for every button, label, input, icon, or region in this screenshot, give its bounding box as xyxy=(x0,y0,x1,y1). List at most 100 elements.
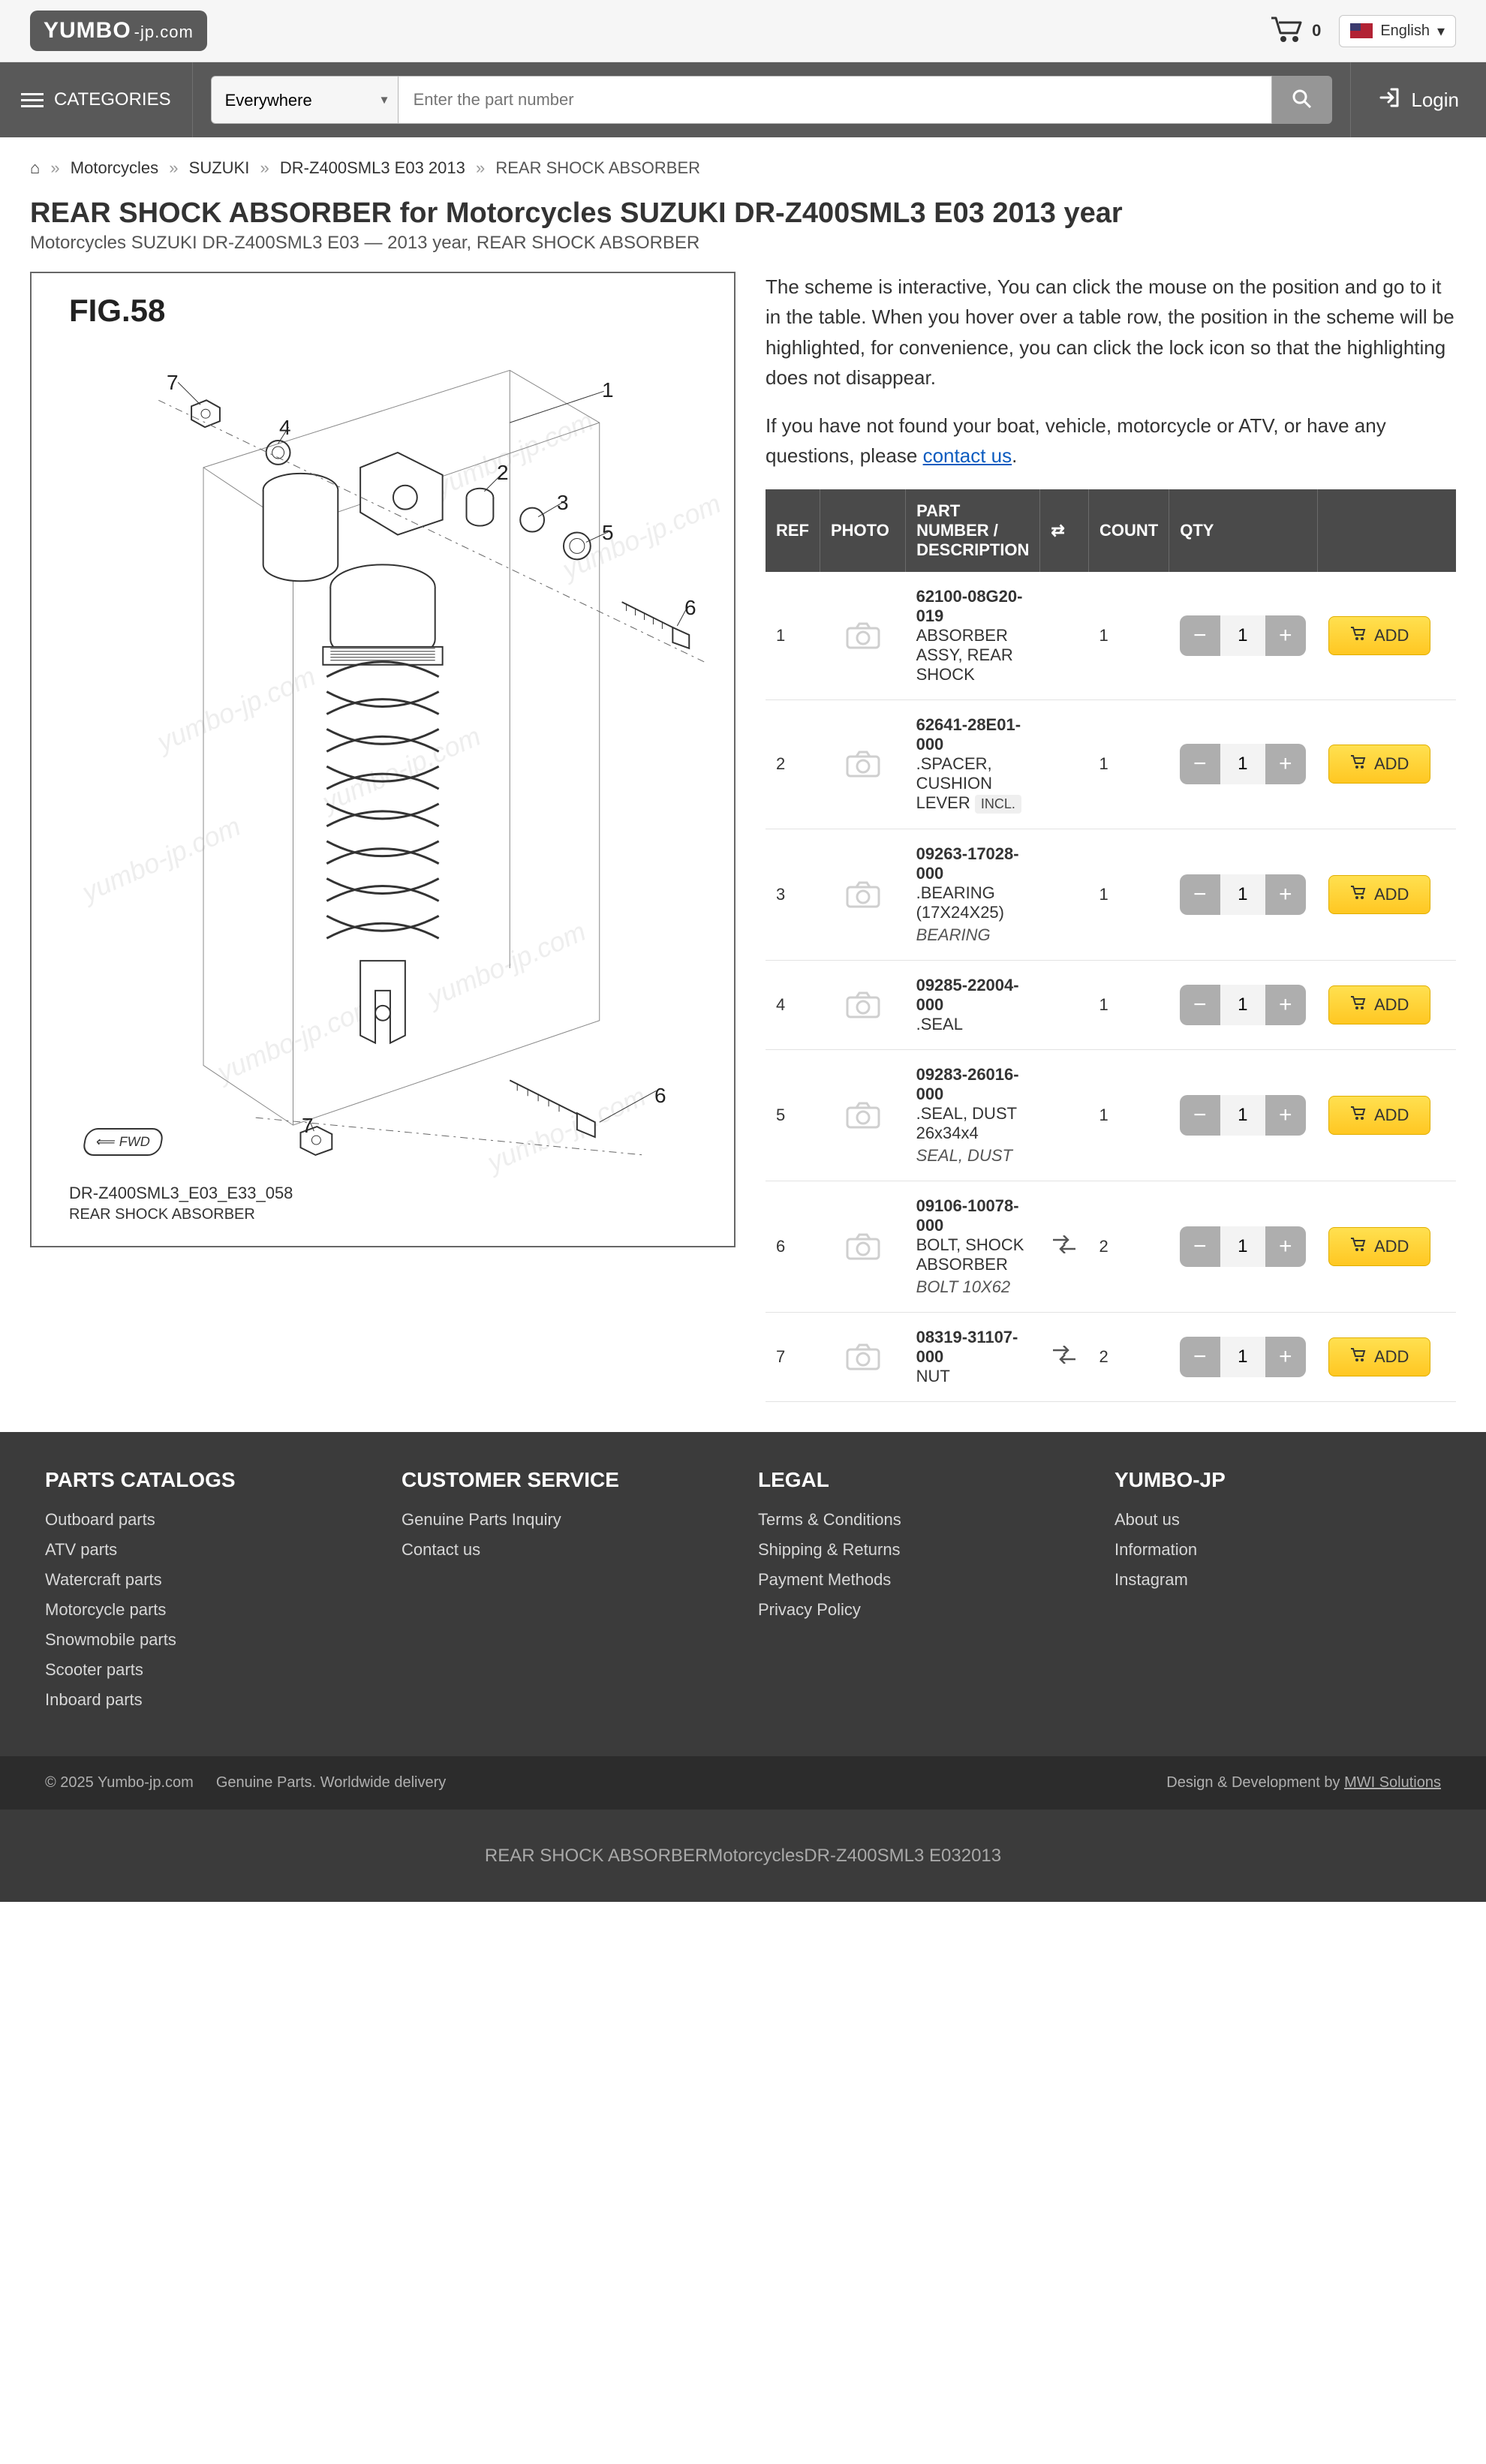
add-label: ADD xyxy=(1374,1347,1409,1367)
breadcrumb-home[interactable]: ⌂ xyxy=(30,158,40,177)
breadcrumb-item[interactable]: Motorcycles xyxy=(71,158,158,177)
cell-compat xyxy=(1040,1181,1089,1312)
compat-icon[interactable] xyxy=(1053,1238,1075,1257)
footer-link[interactable]: Watercraft parts xyxy=(45,1570,162,1589)
add-to-cart-button[interactable]: ADD xyxy=(1328,1227,1430,1266)
cell-count: 1 xyxy=(1089,572,1169,700)
search-input[interactable] xyxy=(399,76,1273,124)
qty-input[interactable] xyxy=(1220,1095,1265,1136)
table-row[interactable]: 708319-31107-000NUT2−+ADD xyxy=(766,1312,1456,1401)
qty-minus-button[interactable]: − xyxy=(1180,1226,1220,1267)
qty-minus-button[interactable]: − xyxy=(1180,615,1220,656)
qty-plus-button[interactable]: + xyxy=(1265,874,1306,915)
footer-link-item: Shipping & Returns xyxy=(758,1540,1084,1560)
callout-2[interactable]: 2 xyxy=(497,461,509,485)
no-photo-icon xyxy=(831,609,895,663)
qty-plus-button[interactable]: + xyxy=(1265,744,1306,784)
part-desc: ABSORBER ASSY, REAR SHOCK xyxy=(916,626,1030,684)
search-button[interactable] xyxy=(1272,76,1332,124)
qty-plus-button[interactable]: + xyxy=(1265,985,1306,1025)
callout-7[interactable]: 7 xyxy=(167,371,179,395)
cell-qty: −+ xyxy=(1169,1181,1318,1312)
add-label: ADD xyxy=(1374,995,1409,1015)
footer-link[interactable]: Contact us xyxy=(402,1540,480,1559)
footer-link[interactable]: ATV parts xyxy=(45,1540,117,1559)
qty-minus-button[interactable]: − xyxy=(1180,874,1220,915)
qty-input[interactable] xyxy=(1220,985,1265,1025)
qty-minus-button[interactable]: − xyxy=(1180,985,1220,1025)
table-row[interactable]: 609106-10078-000BOLT, SHOCK ABSORBERBOLT… xyxy=(766,1181,1456,1312)
language-selector[interactable]: English ▾ xyxy=(1339,15,1456,47)
callout-3[interactable]: 3 xyxy=(557,491,569,515)
footer-link[interactable]: Outboard parts xyxy=(45,1510,155,1529)
callout-6[interactable]: 6 xyxy=(684,596,696,620)
parts-table: REF PHOTO PART NUMBER / DESCRIPTION ⇄ CO… xyxy=(766,489,1456,1402)
qty-minus-button[interactable]: − xyxy=(1180,1337,1220,1377)
table-row[interactable]: 162100-08G20-019ABSORBER ASSY, REAR SHOC… xyxy=(766,572,1456,700)
footer-links: PARTS CATALOGS Outboard partsATV partsWa… xyxy=(0,1432,1486,1756)
footer-link[interactable]: Privacy Policy xyxy=(758,1600,861,1619)
qty-minus-button[interactable]: − xyxy=(1180,744,1220,784)
parts-diagram[interactable]: FIG.58 yumbo-jp.com yumbo-jp.com yumbo-j… xyxy=(30,272,735,1247)
qty-input[interactable] xyxy=(1220,615,1265,656)
callout-6[interactable]: 6 xyxy=(654,1084,666,1108)
footer-copyright: © 2025 Yumbo-jp.com xyxy=(45,1774,194,1792)
footer-link[interactable]: Motorcycle parts xyxy=(45,1600,166,1619)
add-to-cart-button[interactable]: ADD xyxy=(1328,1337,1430,1376)
contact-us-link[interactable]: contact us xyxy=(923,444,1012,467)
callout-1[interactable]: 1 xyxy=(602,378,614,402)
qty-minus-button[interactable]: − xyxy=(1180,1095,1220,1136)
breadcrumb-item[interactable]: SUZUKI xyxy=(189,158,250,177)
footer-link[interactable]: Shipping & Returns xyxy=(758,1540,901,1559)
footer-link[interactable]: Snowmobile parts xyxy=(45,1630,176,1649)
th-qty: QTY xyxy=(1169,489,1318,572)
callout-5[interactable]: 5 xyxy=(602,521,614,545)
qty-input[interactable] xyxy=(1220,874,1265,915)
cell-add: ADD xyxy=(1318,1049,1456,1181)
qty-plus-button[interactable]: + xyxy=(1265,615,1306,656)
add-to-cart-button[interactable]: ADD xyxy=(1328,875,1430,914)
footer-link[interactable]: Payment Methods xyxy=(758,1570,891,1589)
parts-column: The scheme is interactive, You can click… xyxy=(766,272,1456,1402)
categories-button[interactable]: CATEGORIES xyxy=(0,62,193,137)
part-desc: BOLT, SHOCK ABSORBER xyxy=(916,1235,1030,1274)
cart-link[interactable]: 0 xyxy=(1268,14,1321,48)
footer-link[interactable]: About us xyxy=(1114,1510,1180,1529)
add-to-cart-button[interactable]: ADD xyxy=(1328,985,1430,1024)
compat-icon[interactable] xyxy=(1053,1349,1075,1367)
footer-link[interactable]: Inboard parts xyxy=(45,1690,143,1709)
add-to-cart-button[interactable]: ADD xyxy=(1328,1096,1430,1135)
footer-credit-pre: Design & Development by xyxy=(1166,1774,1344,1791)
cart-icon xyxy=(1350,754,1367,774)
qty-plus-button[interactable]: + xyxy=(1265,1337,1306,1377)
add-label: ADD xyxy=(1374,885,1409,904)
footer-link[interactable]: Instagram xyxy=(1114,1570,1188,1589)
breadcrumb-item[interactable]: DR-Z400SML3 E03 2013 xyxy=(280,158,465,177)
table-row[interactable]: 309263-17028-000.BEARING (17X24X25)BEARI… xyxy=(766,829,1456,960)
qty-input[interactable] xyxy=(1220,1226,1265,1267)
qty-plus-button[interactable]: + xyxy=(1265,1226,1306,1267)
table-row[interactable]: 409285-22004-000.SEAL1−+ADD xyxy=(766,960,1456,1049)
table-row[interactable]: 509283-26016-000.SEAL, DUST 26x34x4SEAL,… xyxy=(766,1049,1456,1181)
footer-col-title: YUMBO-JP xyxy=(1114,1468,1441,1492)
callout-7[interactable]: 7 xyxy=(302,1114,314,1138)
footer-link[interactable]: Terms & Conditions xyxy=(758,1510,901,1529)
qty-input[interactable] xyxy=(1220,744,1265,784)
footer-credit-link[interactable]: MWI Solutions xyxy=(1344,1774,1441,1791)
add-to-cart-button[interactable]: ADD xyxy=(1328,745,1430,784)
qty-input[interactable] xyxy=(1220,1337,1265,1377)
logo-link[interactable]: YUMBO-jp.com xyxy=(30,11,207,51)
cell-add: ADD xyxy=(1318,829,1456,960)
login-link[interactable]: Login xyxy=(1350,62,1486,137)
add-to-cart-button[interactable]: ADD xyxy=(1328,616,1430,655)
callout-4[interactable]: 4 xyxy=(279,416,291,440)
main-content: FIG.58 yumbo-jp.com yumbo-jp.com yumbo-j… xyxy=(0,272,1486,1432)
search-scope-select[interactable]: Everywhere xyxy=(211,76,399,124)
qty-plus-button[interactable]: + xyxy=(1265,1095,1306,1136)
footer-link[interactable]: Information xyxy=(1114,1540,1197,1559)
footer-link[interactable]: Scooter parts xyxy=(45,1660,143,1679)
th-ref: REF xyxy=(766,489,820,572)
cart-icon xyxy=(1268,14,1304,48)
table-row[interactable]: 262641-28E01-000.SPACER, CUSHION LEVER I… xyxy=(766,699,1456,829)
footer-link[interactable]: Genuine Parts Inquiry xyxy=(402,1510,561,1529)
